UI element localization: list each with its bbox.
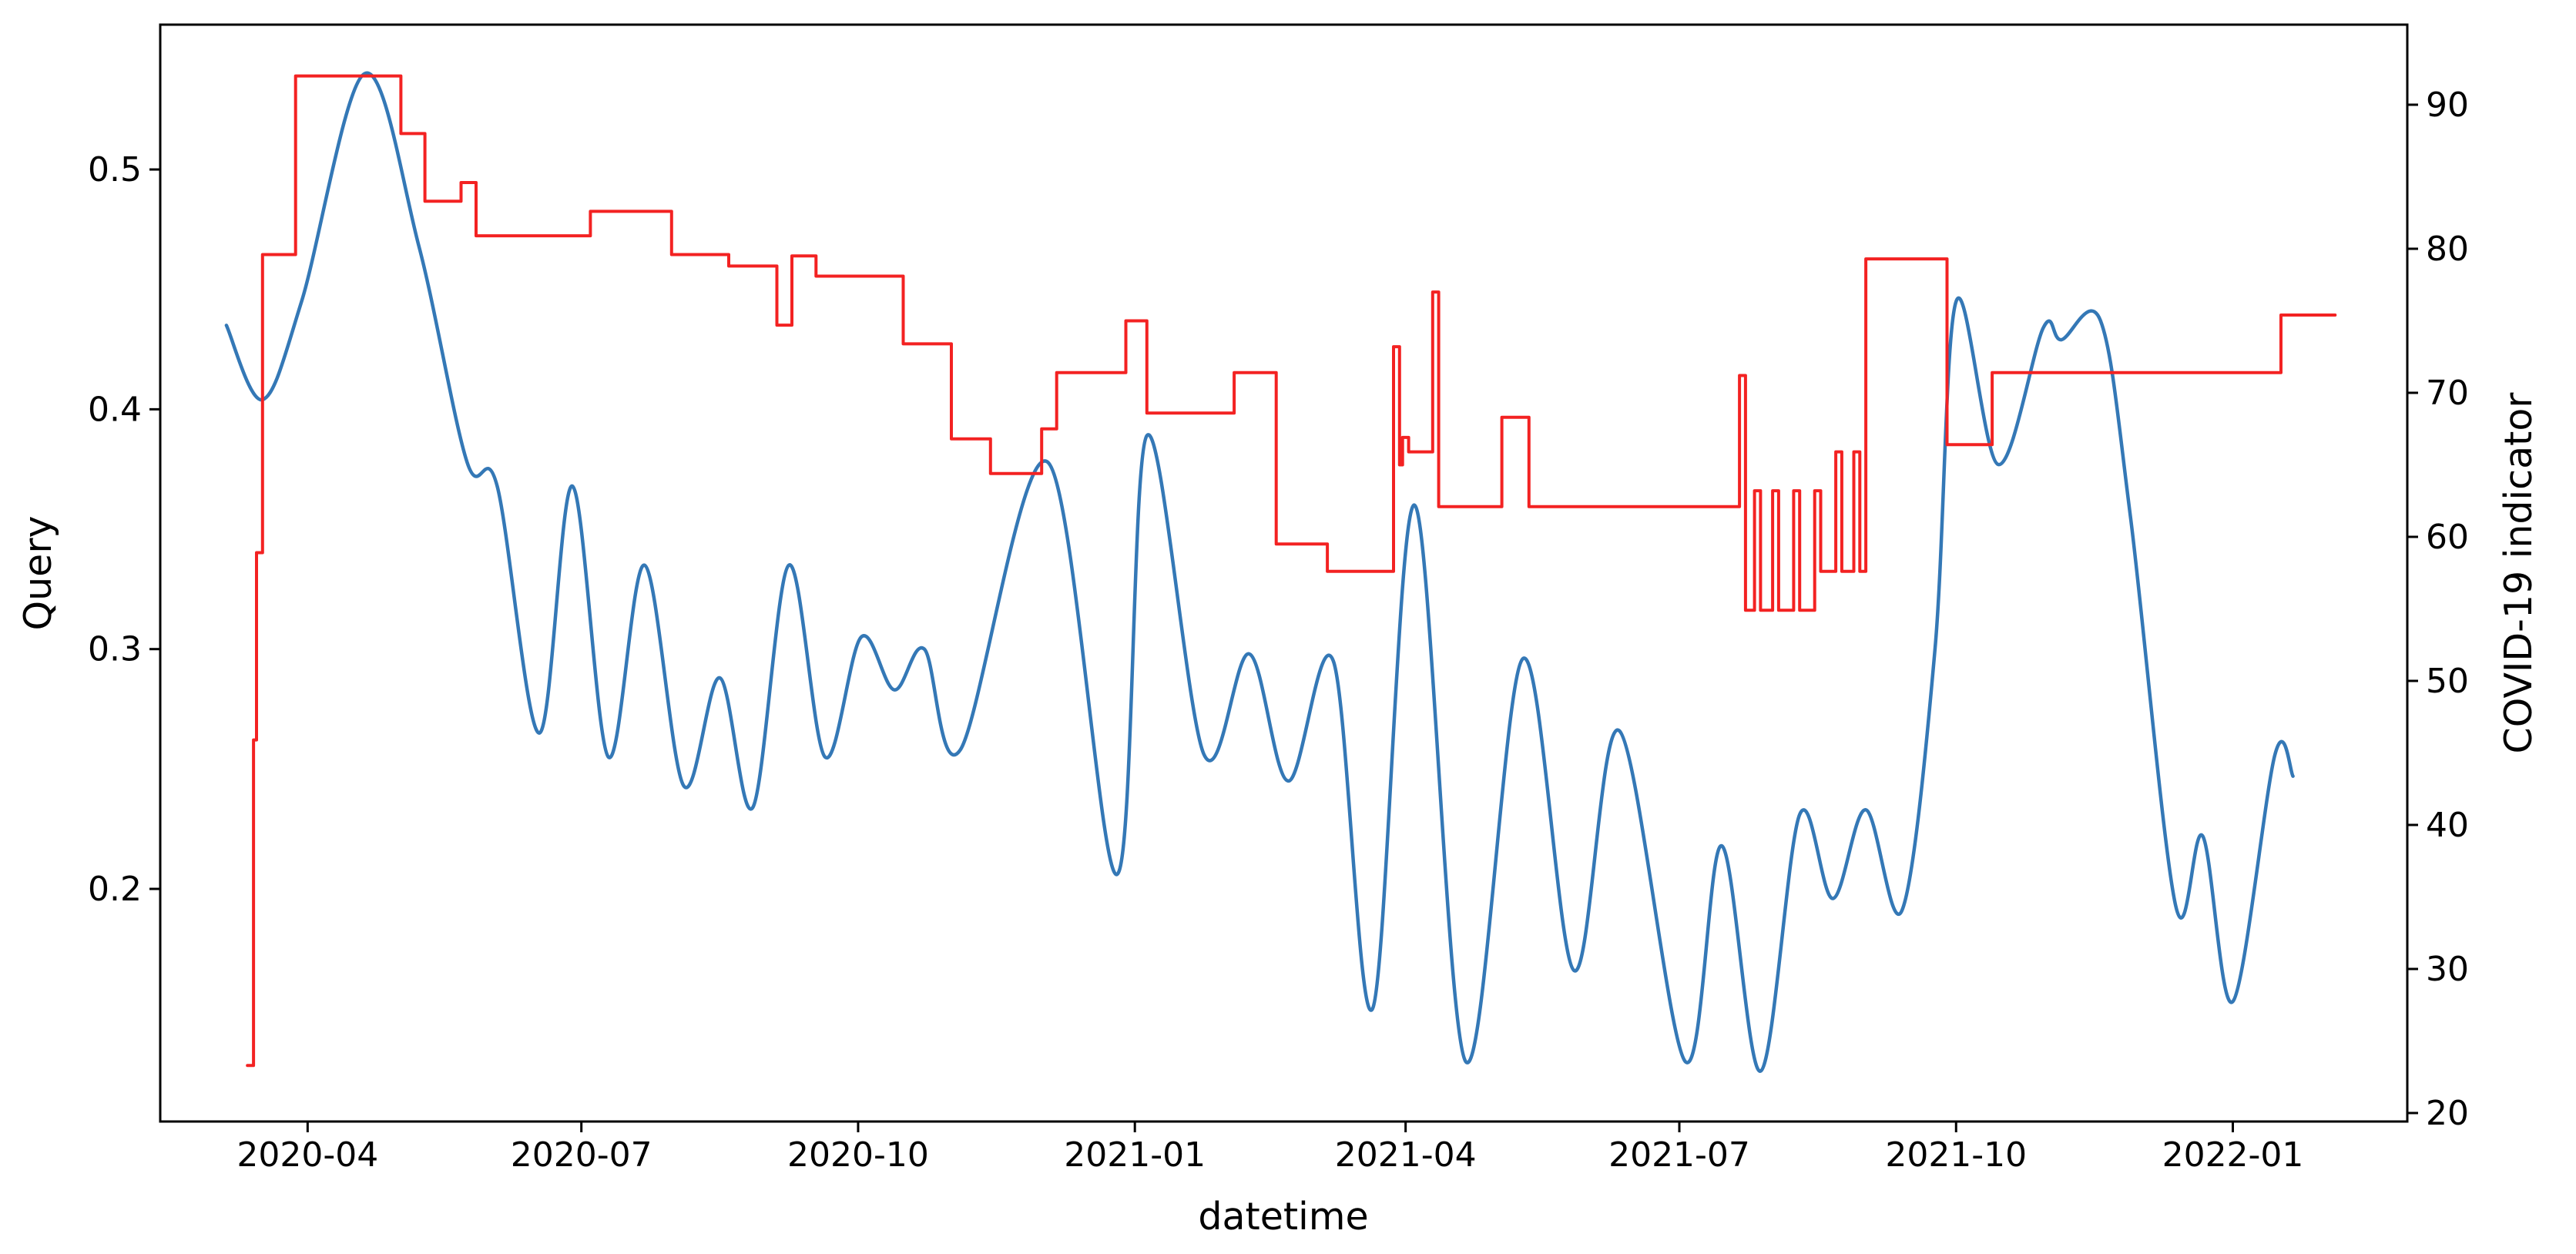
y-left-axis-label: Query xyxy=(16,516,60,631)
x-tick-label: 2020-04 xyxy=(236,1135,378,1175)
x-tick-label: 2021-04 xyxy=(1335,1135,1477,1175)
y-right-tick-label: 50 xyxy=(2426,662,2469,701)
y-left-tick-label: 0.5 xyxy=(88,150,142,189)
y-right-tick-label: 80 xyxy=(2426,230,2469,269)
x-tick-label: 2020-10 xyxy=(787,1135,929,1175)
query-series-line xyxy=(224,71,2295,1073)
y-right-tick-label: 40 xyxy=(2426,806,2469,845)
y-right-tick-label: 20 xyxy=(2426,1094,2469,1133)
y-right-axis-label: COVID-19 indicator xyxy=(2497,392,2541,754)
series-layer xyxy=(224,71,2337,1073)
x-tick-label: 2021-10 xyxy=(1885,1135,2027,1175)
x-axis-label: datetime xyxy=(1198,1195,1368,1239)
y-left-tick-label: 0.2 xyxy=(88,870,142,909)
y-right-tick-label: 70 xyxy=(2426,374,2469,413)
x-tick-label: 2021-07 xyxy=(1608,1135,1750,1175)
ticks-layer: 2020-04 2020-07 2020-10 2021-01 2021-04 2021-… xyxy=(88,86,2469,1175)
axes-frame xyxy=(159,23,2409,1123)
covid-indicator-series-line xyxy=(246,74,2337,1068)
plot-area xyxy=(160,25,2407,1122)
x-tick-label: 2020-07 xyxy=(511,1135,652,1175)
x-tick-label: 2021-01 xyxy=(1064,1135,1206,1175)
y-left-tick-label: 0.4 xyxy=(88,390,142,429)
y-left-tick-label: 0.3 xyxy=(88,630,142,669)
y-right-tick-label: 90 xyxy=(2426,86,2469,125)
x-tick-label: 2022-01 xyxy=(2162,1135,2304,1175)
y-right-tick-label: 60 xyxy=(2426,518,2469,557)
y-right-tick-label: 30 xyxy=(2426,950,2469,989)
